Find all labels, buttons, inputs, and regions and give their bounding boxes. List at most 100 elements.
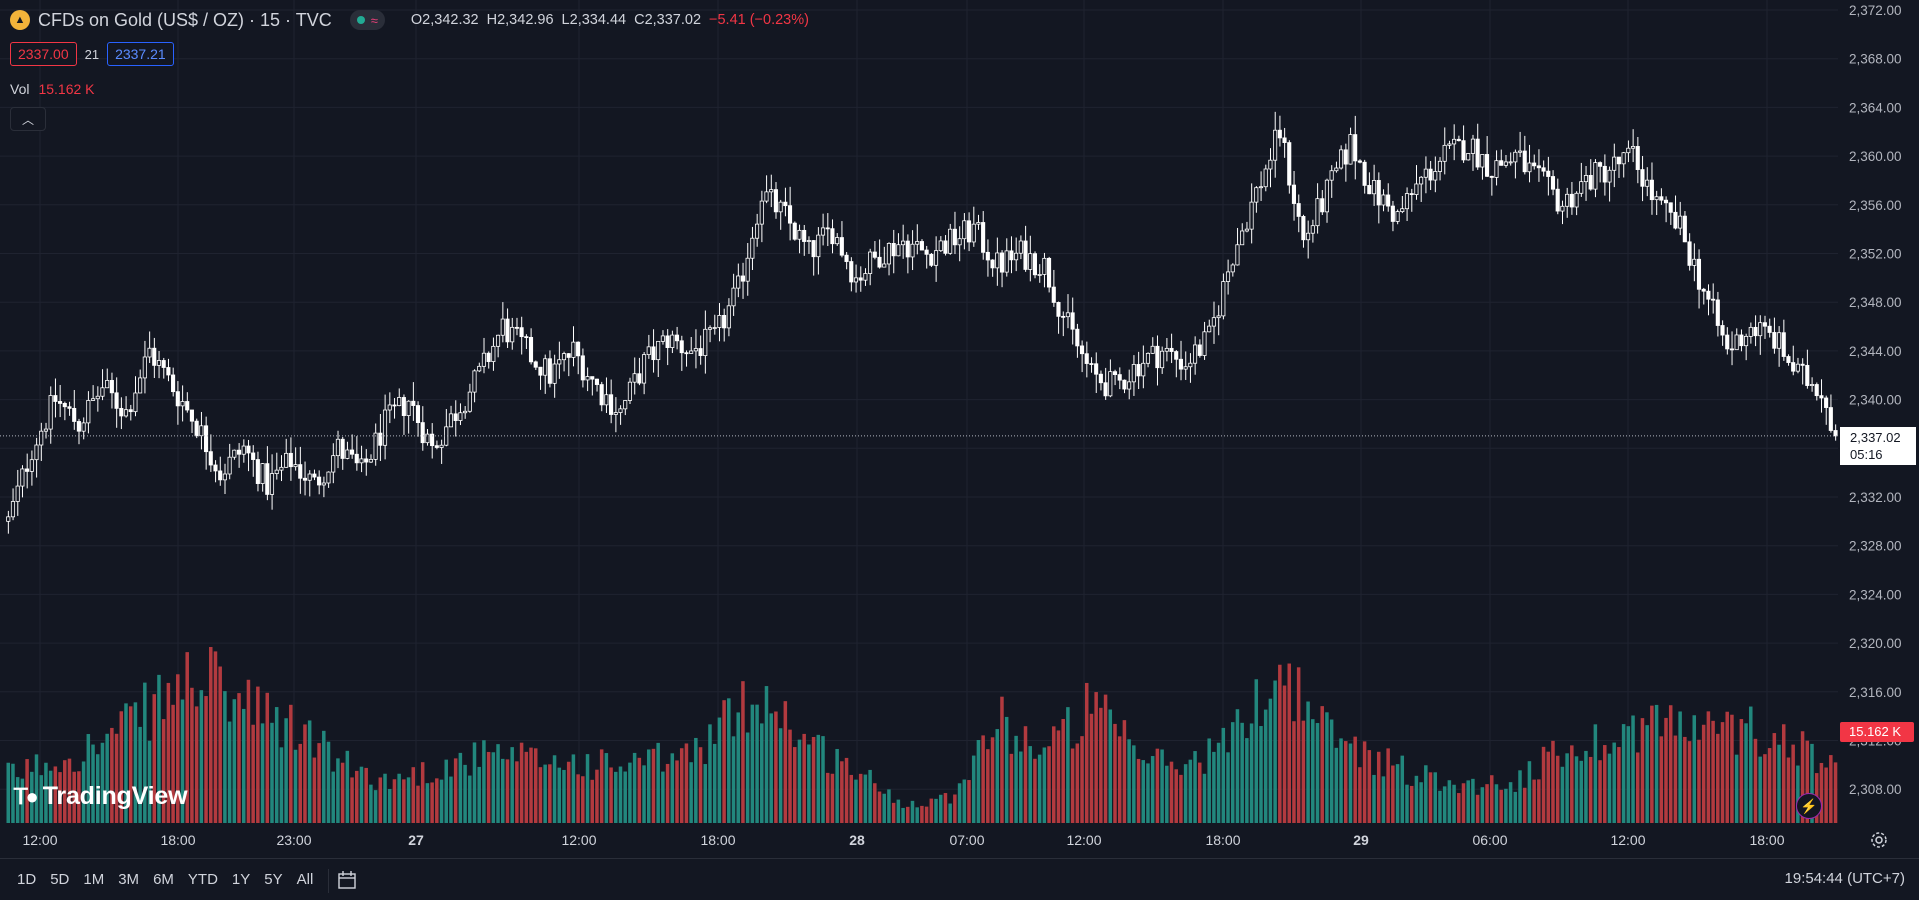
range-1m-button[interactable]: 1M <box>83 871 105 888</box>
price-axis[interactable]: 2,372.00 2,368.00 2,364.00 2,360.00 2,356.00… <box>1849 3 1902 797</box>
volume-bar <box>519 742 524 823</box>
candle-body <box>95 395 100 400</box>
volume-bar <box>411 767 416 823</box>
candle-body <box>1499 160 1504 166</box>
candle-body <box>698 348 703 356</box>
range-5d-button[interactable]: 5D <box>50 871 70 888</box>
candle-body <box>1819 395 1824 399</box>
range-1d-button[interactable]: 1D <box>17 871 37 888</box>
volume-bar <box>265 692 270 823</box>
volume-bar <box>326 741 331 823</box>
range-all-button[interactable]: All <box>296 871 314 888</box>
candle-body <box>910 243 915 258</box>
volume-bar <box>190 687 194 823</box>
volume-bar <box>661 771 665 823</box>
volume-bar <box>967 780 971 823</box>
volume-bar <box>990 737 995 823</box>
volume-bar <box>943 793 948 823</box>
buy-button[interactable]: 2337.21 <box>107 42 174 66</box>
volume-bar <box>623 771 627 823</box>
volume-bar <box>764 686 769 823</box>
calendar-goto-icon[interactable] <box>337 869 359 891</box>
candle-body <box>778 201 783 213</box>
volume-bar <box>218 666 222 823</box>
low-value: 2,334.44 <box>569 12 627 28</box>
gold-symbol-icon: ▲ <box>10 10 30 30</box>
market-status-pill[interactable]: ≈ <box>349 10 385 30</box>
candle-body <box>1532 162 1537 167</box>
settings-gear-icon[interactable] <box>1868 829 1890 851</box>
candle-body <box>543 358 548 376</box>
candle-body <box>1696 258 1702 290</box>
clock[interactable]: 19:54:44 (UTC+7) <box>1784 870 1905 887</box>
volume-bar <box>100 742 105 823</box>
candle-body <box>863 273 868 281</box>
volume-legend[interactable]: Vol 15.162 K <box>10 81 95 97</box>
candle-body <box>1235 244 1240 266</box>
volume-bar <box>1094 692 1098 823</box>
candle-body <box>1178 358 1183 370</box>
range-ytd-button[interactable]: YTD <box>187 871 218 888</box>
range-3m-button[interactable]: 3M <box>118 871 140 888</box>
volume-bar <box>1551 740 1555 823</box>
candle-body <box>1371 180 1377 195</box>
candle-body <box>119 407 124 417</box>
volume-bar <box>256 686 260 823</box>
volume-bar <box>957 783 962 823</box>
volume-bar <box>213 651 218 823</box>
candle-body <box>1588 175 1593 190</box>
volume-bar <box>727 698 731 823</box>
candle-body <box>1447 143 1452 146</box>
volume-bar <box>1409 785 1414 823</box>
candle-body <box>924 249 929 255</box>
range-6m-button[interactable]: 6M <box>153 871 174 888</box>
volume-bar <box>552 755 557 823</box>
candle-body <box>830 228 835 245</box>
candle-body <box>740 275 745 282</box>
price-chart[interactable]: 2,372.00 2,368.00 2,364.00 2,360.00 2,356.00… <box>0 0 1919 858</box>
volume-bar <box>1673 735 1678 823</box>
candle-body <box>872 251 877 258</box>
candle-body <box>1616 156 1621 165</box>
tradingview-logo[interactable]: ꓔ● TradingView <box>14 782 188 811</box>
candle-body <box>1560 205 1565 212</box>
range-1y-button[interactable]: 1Y <box>231 871 251 888</box>
candle-body <box>1094 363 1099 375</box>
candle-body <box>1287 142 1292 186</box>
volume-bar <box>953 794 957 823</box>
flash-icon[interactable]: ⚡ <box>1796 793 1822 819</box>
time-axis[interactable]: 12:00 18:00 23:00 27 12:00 18:00 28 07:00 12:00 1… <box>22 832 1784 848</box>
candle-body <box>1390 205 1395 222</box>
candle-body <box>420 422 425 444</box>
volume-bar <box>1376 751 1381 823</box>
volume-bar <box>1744 723 1748 823</box>
candle-body <box>246 445 251 454</box>
candle-body <box>1320 198 1325 213</box>
volume-bar <box>430 782 434 823</box>
volume-bar <box>1405 784 1409 823</box>
volume-bar <box>1344 741 1348 823</box>
volume-bar <box>1819 762 1824 823</box>
candle-body <box>109 380 114 394</box>
volume-bar <box>289 704 293 823</box>
candle-body <box>1744 335 1749 347</box>
volume-bar <box>1221 727 1226 823</box>
range-5y-button[interactable]: 5Y <box>264 871 283 888</box>
candle-body <box>1809 384 1815 386</box>
candle-body <box>152 347 157 366</box>
volume-bar <box>91 744 95 823</box>
candle-body <box>236 449 242 455</box>
sell-button[interactable]: 2337.00 <box>10 42 77 66</box>
volume-bar <box>1315 723 1320 823</box>
volume-bar <box>524 751 529 823</box>
volume-bar <box>378 777 383 823</box>
volume-bar <box>731 736 736 823</box>
candle-body <box>397 397 402 407</box>
symbol-title[interactable]: CFDs on Gold (US$ / OZ) · 15 · TVC <box>38 9 332 30</box>
candle-body <box>1466 153 1471 161</box>
candle-body <box>274 469 279 474</box>
candle-body <box>835 237 840 245</box>
candle-body <box>401 397 406 416</box>
volume-bar <box>232 699 237 823</box>
collapse-legend-button[interactable]: ︿ <box>10 107 46 131</box>
